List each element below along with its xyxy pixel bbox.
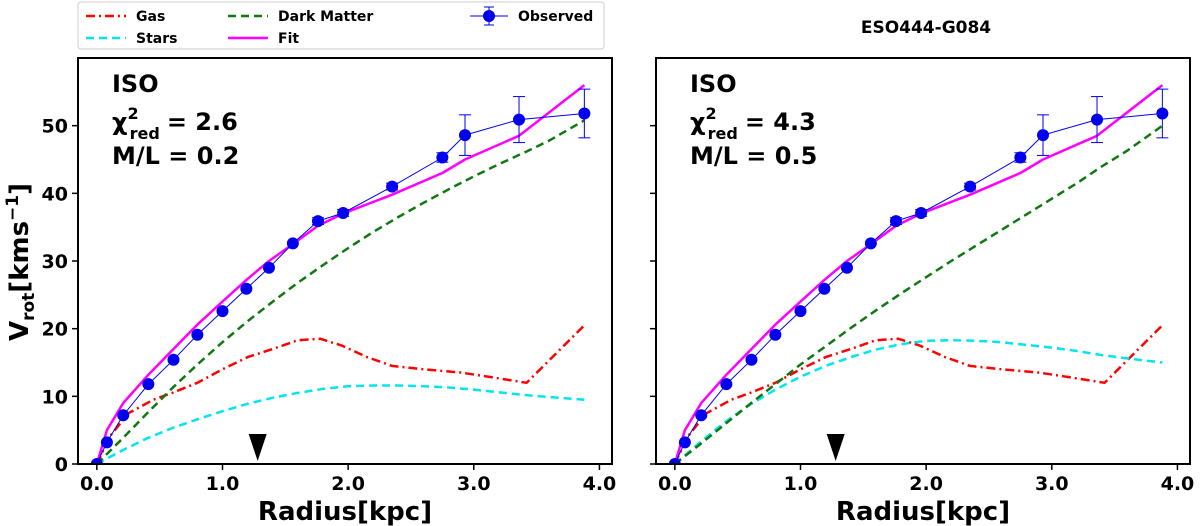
plot-frame [77, 57, 613, 465]
x-tick-label: 0.0 [658, 473, 692, 495]
gas-curve [95, 324, 586, 464]
x-tick-label: 4.0 [583, 473, 617, 495]
series-group [668, 84, 1169, 464]
observed-point [513, 113, 526, 126]
observed-point [286, 237, 299, 250]
model-label: ISO [690, 70, 737, 98]
observed-point [167, 353, 180, 366]
chi-squared-label: χ2 red = 4.3 [690, 104, 816, 143]
observed-point [262, 261, 275, 274]
fit-curve [95, 84, 586, 464]
chi-symbol: χ [112, 108, 127, 136]
gas-curve [673, 324, 1164, 464]
observed-point [840, 261, 853, 274]
x-tick-label: 2.0 [331, 473, 365, 495]
observed-point [337, 206, 350, 219]
chi-subscript: red [130, 124, 160, 143]
observed-point [964, 180, 977, 193]
y-tick-label: 50 [42, 116, 68, 138]
y-tick-label: 0 [55, 454, 68, 476]
series-group [90, 84, 591, 464]
y-tick-label: 40 [42, 183, 68, 205]
observed-point [695, 409, 708, 422]
observed-point [818, 282, 831, 295]
chi-squared-label: χ2 red = 2.6 [112, 104, 238, 143]
legend-fit-label: Fit [278, 31, 299, 47]
dark-matter-curve [95, 119, 586, 464]
observed-point [240, 282, 253, 295]
observed-point [1036, 129, 1049, 142]
stars-curve [96, 384, 585, 464]
y-tick-label: 20 [42, 319, 68, 341]
observed-point [745, 353, 758, 366]
legend: Gas Stars Dark Matter Fit Observed [77, 1, 605, 50]
chi-subscript: red [708, 124, 738, 143]
observed-point [117, 409, 130, 422]
observed-point [311, 215, 324, 228]
chi-exponent: 2 [705, 104, 716, 123]
x-tick-label: 1.0 [206, 473, 240, 495]
y-axis-label: Vrot[kms−1] [3, 183, 39, 341]
plot-frame [655, 57, 1191, 465]
observed-point [889, 215, 902, 228]
observed-point [142, 378, 155, 391]
radius-marker-icon [248, 434, 267, 461]
legend-gas-label: Gas [136, 9, 165, 25]
x-tick-label: 1.0 [784, 473, 818, 495]
observed-point [769, 328, 782, 341]
chi-value: = 4.3 [745, 108, 816, 136]
chi-exponent: 2 [127, 104, 138, 123]
stars-curve [673, 338, 1163, 464]
legend-dm-label: Dark Matter [278, 9, 373, 25]
galaxy-title: ESO444-G084 [861, 18, 991, 38]
model-label: ISO [112, 70, 159, 98]
x-tick-label: 3.0 [457, 473, 491, 495]
x-axis-label: Radius[kpc] [836, 497, 1010, 526]
observed-point [216, 305, 229, 318]
observed-point [578, 107, 591, 120]
observed-point [386, 180, 399, 193]
observed-point [458, 129, 471, 142]
x-tick-label: 4.0 [1161, 473, 1195, 495]
observed-point [864, 237, 877, 250]
observed-point [100, 436, 113, 449]
fit-curve [673, 84, 1164, 464]
panel-left: 0.0 1.0 2.0 3.0 4.0 0 10 20 30 40 50 Radius[kpc] ISO… [42, 57, 617, 526]
observed-point [1014, 151, 1027, 164]
mass-to-light-label: M/L = 0.5 [690, 142, 817, 170]
chi-value: = 2.6 [167, 108, 238, 136]
observed-point [794, 305, 807, 318]
observed-point [191, 328, 204, 341]
observed-point [678, 436, 691, 449]
legend-stars-label: Stars [136, 31, 177, 47]
dark-matter-curve [674, 124, 1164, 464]
observed-point [1091, 113, 1104, 126]
observed-point [1156, 107, 1169, 120]
y-tick-label: 30 [42, 251, 68, 273]
legend-observed-label: Observed [518, 9, 593, 25]
radius-marker-icon [826, 434, 845, 461]
x-tick-label: 3.0 [1035, 473, 1069, 495]
panel-right: 0.0 1.0 2.0 3.0 4.0 Radius[kpc] ISO χ2 red = 4.3 M… [650, 57, 1195, 526]
legend-observed-swatch [470, 6, 508, 26]
observed-point [668, 458, 681, 464]
x-axis-label: Radius[kpc] [258, 497, 432, 526]
mass-to-light-label: M/L = 0.2 [112, 142, 239, 170]
x-tick-label: 0.0 [80, 473, 114, 495]
y-tick-label: 10 [42, 386, 68, 408]
observed-point [915, 206, 928, 219]
observed-point [90, 458, 103, 464]
observed-point [720, 378, 733, 391]
observed-point [436, 151, 449, 164]
chi-symbol: χ [690, 108, 705, 136]
x-tick-label: 2.0 [909, 473, 943, 495]
